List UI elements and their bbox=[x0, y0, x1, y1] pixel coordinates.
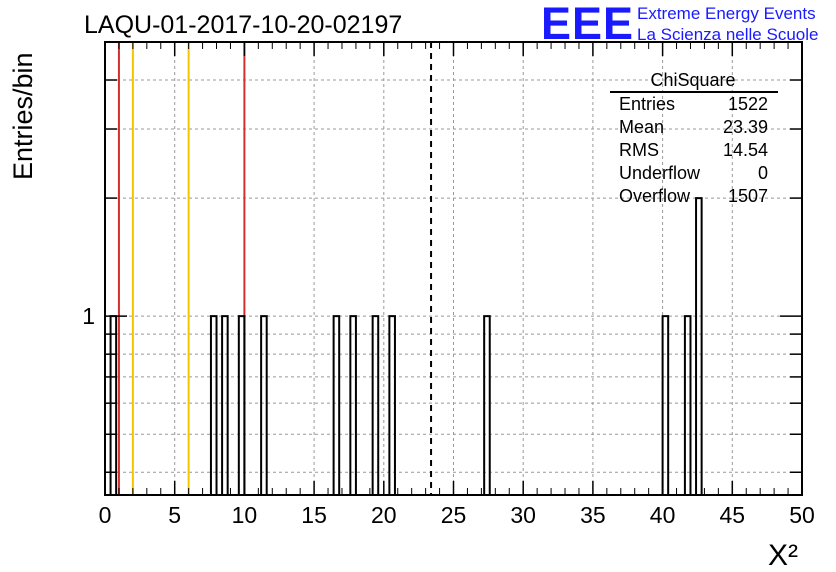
y-axis-title: Entries/bin bbox=[8, 52, 38, 180]
histogram-bin bbox=[237, 315, 246, 495]
logo-line-1: Extreme Energy Events bbox=[637, 4, 816, 23]
histogram-bin bbox=[332, 315, 341, 495]
x-tick-label: 15 bbox=[301, 502, 327, 528]
x-tick-label: 0 bbox=[99, 502, 112, 528]
histogram-bin bbox=[371, 315, 380, 495]
x-tick-label: 30 bbox=[510, 502, 536, 528]
x-axis-title: X² bbox=[768, 539, 798, 572]
histogram-bin bbox=[221, 315, 229, 495]
histogram-bin bbox=[209, 315, 218, 495]
run-title: LAQU-01-2017-10-20-02197 bbox=[84, 11, 402, 39]
stats-title: ChiSquare bbox=[650, 70, 735, 90]
eee-logo: EEE Extreme Energy Events La Scienza nel… bbox=[541, 0, 818, 49]
histogram-bin bbox=[260, 315, 268, 495]
x-tick-label: 50 bbox=[789, 502, 815, 528]
histogram-bin bbox=[388, 315, 396, 495]
histogram-bin bbox=[695, 197, 703, 495]
stats-label-rms: RMS bbox=[619, 140, 659, 160]
y-tick-labels: 1 bbox=[82, 303, 95, 329]
histogram-bin bbox=[349, 315, 357, 495]
stats-value-underflow: 0 bbox=[758, 163, 768, 183]
x-tick-label: 20 bbox=[371, 502, 397, 528]
axis-ticks bbox=[104, 41, 803, 495]
stats-label-underflow: Underflow bbox=[619, 163, 701, 183]
grid bbox=[105, 42, 802, 495]
x-tick-label: 10 bbox=[232, 502, 258, 528]
histogram-bars bbox=[109, 197, 703, 495]
stats-value-rms: 14.54 bbox=[723, 140, 768, 160]
stats-value-overflow: 1507 bbox=[728, 186, 768, 206]
stats-label-mean: Mean bbox=[619, 117, 664, 137]
histogram-bin bbox=[483, 315, 491, 495]
x-tick-label: 35 bbox=[580, 502, 606, 528]
x-tick-label: 40 bbox=[650, 502, 676, 528]
x-tick-label: 45 bbox=[720, 502, 746, 528]
stats-label-overflow: Overflow bbox=[619, 186, 691, 206]
reference-lines bbox=[117, 42, 433, 495]
logo-mark: EEE bbox=[541, 0, 634, 49]
x-tick-labels: 0 5 10 15 20 25 30 35 40 45 50 bbox=[99, 502, 815, 528]
x-tick-label: 5 bbox=[168, 502, 181, 528]
stats-box: ChiSquare Entries 1522 Mean 23.39 RMS 14… bbox=[610, 70, 778, 206]
histogram-bin bbox=[109, 315, 118, 495]
logo-line-2: La Scienza nelle Scuole bbox=[637, 25, 818, 44]
stats-label-entries: Entries bbox=[619, 94, 675, 114]
x-tick-label: 25 bbox=[441, 502, 467, 528]
histogram-bin bbox=[683, 315, 692, 495]
histogram-bin bbox=[661, 315, 670, 495]
stats-value-entries: 1522 bbox=[728, 94, 768, 114]
stats-value-mean: 23.39 bbox=[723, 117, 768, 137]
y-tick-label: 1 bbox=[82, 303, 95, 329]
